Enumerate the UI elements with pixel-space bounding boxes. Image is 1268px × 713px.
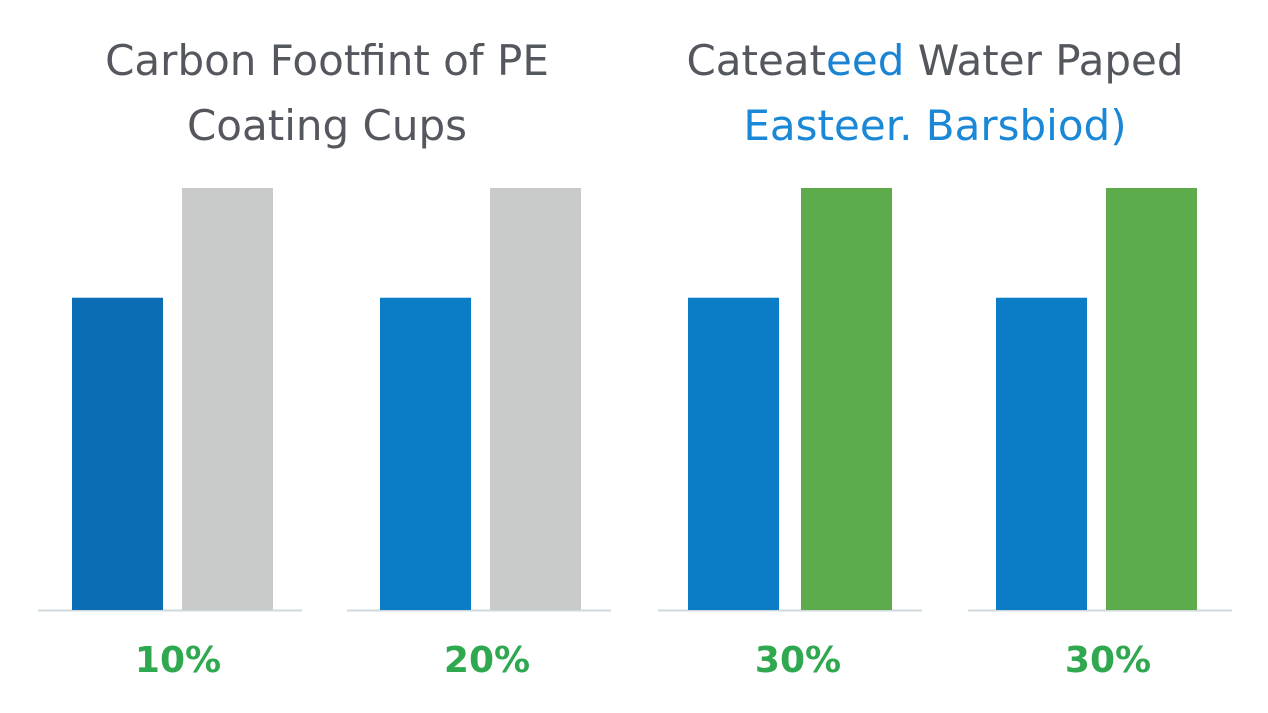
title-segment: Carbon Footfint of PE xyxy=(105,36,549,85)
title-segment: Coating Cups xyxy=(187,101,467,150)
chart-title: Coating Cups xyxy=(187,101,467,150)
chart-title: Cateateed Water Paped xyxy=(686,36,1183,85)
bar xyxy=(801,188,892,610)
title-segment: eed xyxy=(826,36,904,85)
bar xyxy=(182,188,273,610)
category-label: 30% xyxy=(1065,640,1151,681)
title-segment: Water Paped xyxy=(904,36,1183,85)
category-label: 20% xyxy=(444,640,530,681)
bar xyxy=(688,297,779,610)
category-label: 10% xyxy=(135,640,221,681)
title-segment: Easteer. Barsbiod) xyxy=(743,101,1126,150)
bar xyxy=(1106,188,1197,610)
title-segment: Cateat xyxy=(686,36,826,85)
bar xyxy=(996,297,1087,610)
bar xyxy=(490,188,581,610)
bar xyxy=(72,297,163,610)
chart-title: Easteer. Barsbiod) xyxy=(743,101,1126,150)
bar xyxy=(380,297,471,610)
category-label: 30% xyxy=(755,640,841,681)
chart-title: Carbon Footfint of PE xyxy=(105,36,549,85)
